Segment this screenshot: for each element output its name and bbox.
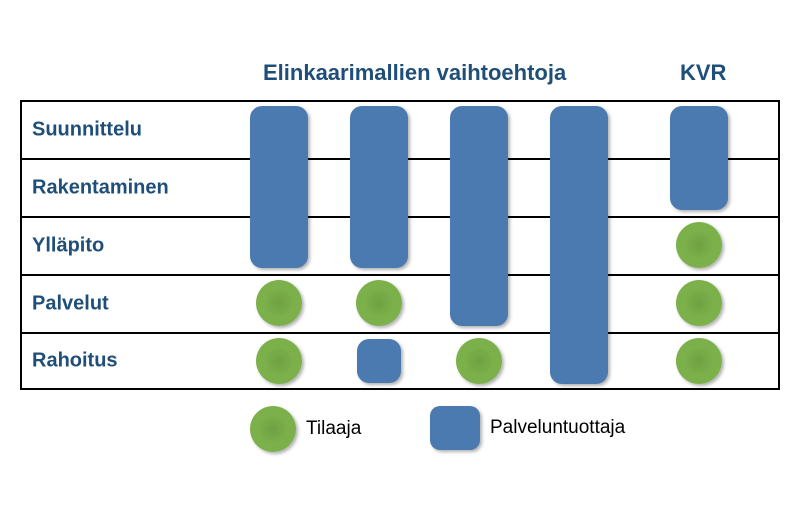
header-row: Elinkaarimallien vaihtoehtoja KVR	[20, 60, 780, 100]
row-label: Rakentaminen	[32, 177, 169, 200]
row-label: Rahoitus	[32, 350, 118, 373]
row-label: Palvelut	[32, 293, 109, 316]
row: Rahoitus	[20, 332, 780, 390]
legend-item: Tilaaja	[250, 406, 361, 452]
row: Palvelut	[20, 274, 780, 332]
legend: Tilaaja Palveluntuottaja	[250, 406, 750, 466]
row: Suunnittelu	[20, 100, 780, 158]
chart-grid: Suunnittelu Rakentaminen Ylläpito Palvelut R…	[20, 100, 780, 390]
row-label: Ylläpito	[32, 235, 104, 258]
row: Rakentaminen	[20, 158, 780, 216]
legend-bar-icon	[430, 406, 480, 450]
legend-circle-icon	[250, 406, 296, 452]
main-title: Elinkaarimallien vaihtoehtoja	[263, 60, 566, 86]
legend-item: Palveluntuottaja	[430, 406, 625, 450]
legend-label: Palveluntuottaja	[490, 417, 625, 439]
legend-label: Tilaaja	[306, 418, 361, 440]
row: Ylläpito	[20, 216, 780, 274]
kvr-title: KVR	[680, 60, 726, 86]
row-label: Suunnittelu	[32, 119, 142, 142]
